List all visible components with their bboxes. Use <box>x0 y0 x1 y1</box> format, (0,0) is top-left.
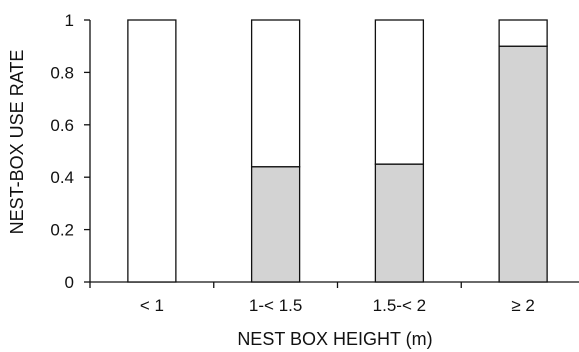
y-tick-label: 0.6 <box>50 116 74 135</box>
y-axis-label: NEST-BOX USE RATE <box>7 50 27 235</box>
x-tick-label: 1.5-< 2 <box>373 296 426 315</box>
x-tick-label: 1-< 1.5 <box>249 296 302 315</box>
x-tick-label: ≥ 2 <box>511 296 535 315</box>
y-tick-label: 0.2 <box>50 221 74 240</box>
bar-segment <box>498 19 548 47</box>
y-tick-label: 1 <box>65 11 74 30</box>
y-tick-label: 0 <box>65 273 74 292</box>
bar-segment <box>498 45 548 283</box>
bar-segment <box>250 166 301 283</box>
y-tick-label: 0.4 <box>50 168 74 187</box>
bars <box>127 19 548 283</box>
x-axis-ticks: < 1 1-< 1.5 1.5-< 2 ≥ 2 <box>89 282 535 315</box>
x-axis-label: NEST BOX HEIGHT (m) <box>237 329 432 349</box>
y-axis-ticks: 0 0.2 0.4 0.6 0.8 1 <box>50 11 90 292</box>
bar-segment <box>250 19 301 168</box>
bar-segment <box>374 19 425 165</box>
bar-segment <box>127 19 177 283</box>
x-tick-label: < 1 <box>140 296 164 315</box>
bar-segment <box>374 163 425 283</box>
y-tick-label: 0.8 <box>50 63 74 82</box>
